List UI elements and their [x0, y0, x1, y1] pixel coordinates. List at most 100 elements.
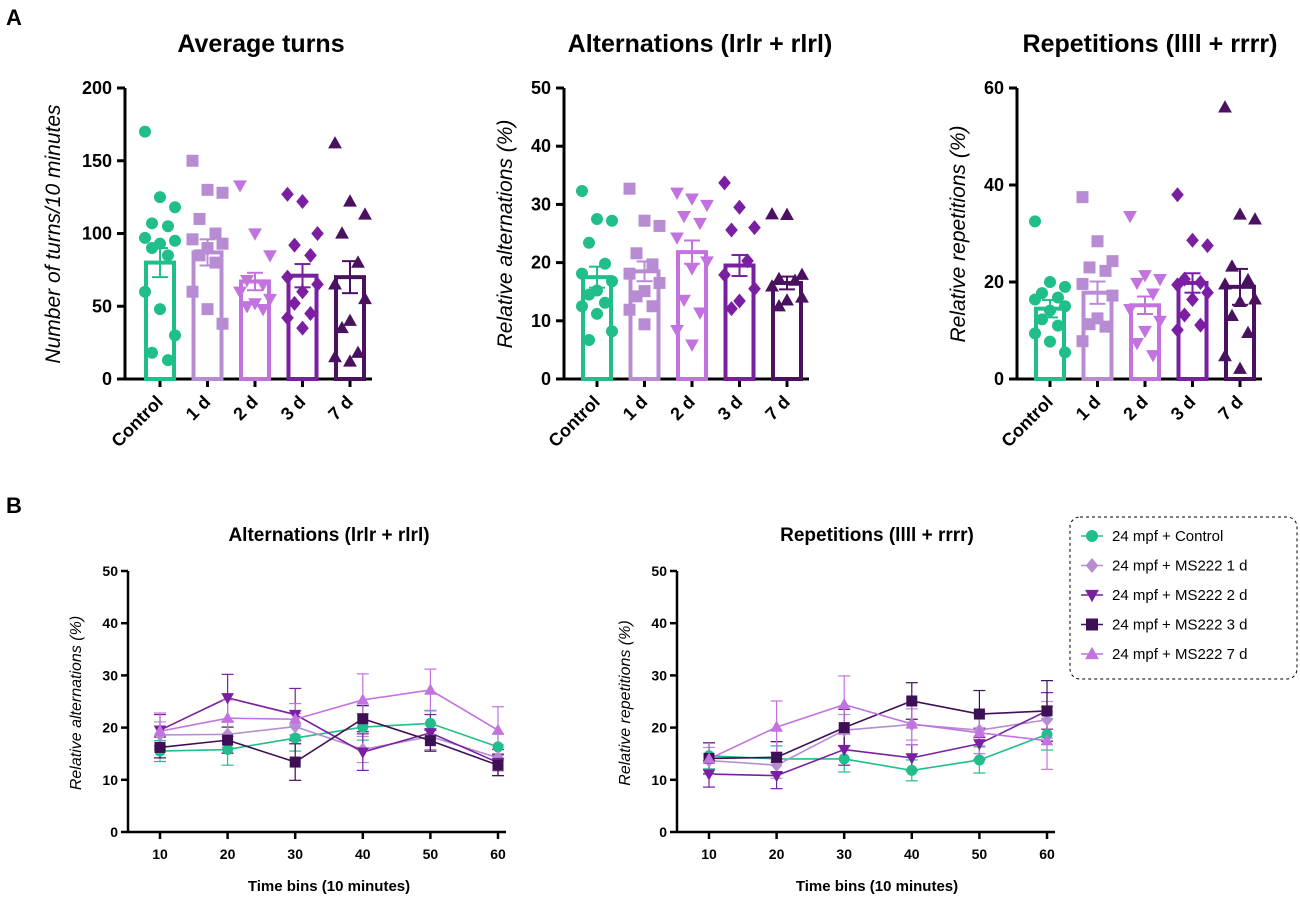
data-point	[281, 186, 294, 202]
data-point	[702, 769, 716, 781]
series-line	[159, 689, 499, 733]
data-point	[741, 253, 754, 269]
data-point	[973, 726, 986, 738]
data-point	[693, 217, 707, 231]
bar	[723, 263, 756, 382]
data-point	[1241, 272, 1255, 286]
data-point	[653, 219, 666, 232]
legend-label: 24 mpf + Control	[1112, 528, 1223, 545]
data-point	[1171, 277, 1184, 293]
data-point	[1091, 235, 1104, 248]
data-point	[677, 294, 691, 308]
data-point	[328, 277, 342, 290]
panel-label-b: B	[6, 493, 22, 518]
data-point	[973, 754, 985, 766]
x-axis-label: Time bins (10 minutes)	[248, 878, 410, 895]
series-line	[708, 733, 1048, 772]
y-tick-label: 0	[110, 824, 118, 840]
data-point	[646, 300, 659, 313]
data-point	[186, 233, 199, 246]
data-point	[146, 242, 158, 255]
data-point	[770, 770, 783, 783]
data-point	[973, 708, 985, 720]
data-point	[311, 226, 324, 241]
data-point	[492, 741, 504, 753]
y-tick-label: 0	[102, 369, 112, 389]
data-point	[186, 285, 199, 298]
data-point	[653, 276, 666, 289]
data-point	[1044, 276, 1056, 288]
data-point	[343, 354, 357, 367]
data-point	[1171, 187, 1184, 203]
category-label: 1 d	[182, 392, 215, 425]
category-label: 1 d	[619, 392, 652, 425]
data-point	[795, 267, 809, 280]
data-point	[424, 717, 436, 729]
data-point	[606, 214, 618, 227]
y-tick-label: 0	[659, 824, 667, 840]
data-point	[770, 720, 783, 732]
y-tick-label: 10	[102, 772, 118, 788]
data-point	[1178, 307, 1191, 323]
data-point	[491, 723, 505, 735]
y-tick-label: 60	[984, 78, 1004, 98]
data-point	[169, 329, 181, 342]
legend-marker	[1086, 530, 1098, 542]
series-line	[159, 725, 499, 759]
data-point	[296, 193, 309, 209]
x-tick-label: 60	[490, 846, 506, 862]
data-point	[1044, 304, 1056, 317]
y-axis-label: Number of turns/10 minutes	[42, 104, 65, 364]
y-tick-label: 50	[92, 296, 112, 316]
data-point	[256, 279, 270, 292]
y-axis-label: Relative repetitions (%)	[947, 125, 970, 342]
data-point	[328, 349, 342, 363]
series-line	[708, 703, 1048, 760]
y-tick-label: 150	[82, 151, 112, 171]
y-tick-label: 50	[531, 78, 551, 98]
data-point	[670, 232, 684, 245]
data-point	[1130, 338, 1144, 351]
x-tick-label: 60	[1039, 846, 1055, 862]
data-point	[838, 753, 850, 765]
data-point	[1138, 270, 1152, 283]
y-tick-label: 40	[984, 175, 1004, 195]
y-axis-label: Relative repetitions (%)	[617, 620, 634, 785]
data-point	[1241, 325, 1255, 339]
data-point	[288, 712, 302, 724]
y-tick-label: 30	[531, 194, 551, 214]
data-point	[725, 301, 738, 317]
data-point	[1052, 291, 1064, 304]
data-point	[638, 318, 651, 331]
y-tick-label: 50	[102, 563, 118, 579]
data-point	[281, 269, 294, 285]
data-point	[289, 732, 301, 744]
data-point	[1106, 289, 1119, 302]
data-point	[169, 234, 181, 247]
legend-label: 24 mpf + MS222 1 d	[1112, 558, 1248, 575]
y-tick-label: 20	[984, 272, 1004, 292]
data-point	[780, 207, 794, 220]
data-point	[700, 199, 714, 213]
y-tick-label: 40	[651, 615, 667, 631]
data-point	[263, 250, 277, 263]
data-point	[201, 183, 214, 196]
alternations-line-chart: Alternations (lrlr + rlrl) Relative alte…	[68, 525, 506, 895]
data-point	[1248, 212, 1262, 225]
data-point	[139, 231, 151, 244]
data-point	[1201, 285, 1214, 301]
legend-marker	[1085, 589, 1099, 603]
data-point	[424, 683, 437, 695]
data-point	[591, 307, 603, 320]
y-tick-label: 40	[102, 615, 118, 631]
series-line	[708, 700, 1048, 760]
data-point	[1106, 255, 1119, 268]
data-point	[748, 281, 761, 297]
data-point	[169, 201, 181, 214]
category-label: 7 d	[1214, 392, 1247, 425]
data-point	[139, 285, 151, 298]
category-label: 3 d	[714, 392, 747, 425]
data-point	[240, 301, 254, 314]
data-point	[693, 307, 707, 320]
series-line	[159, 697, 499, 764]
